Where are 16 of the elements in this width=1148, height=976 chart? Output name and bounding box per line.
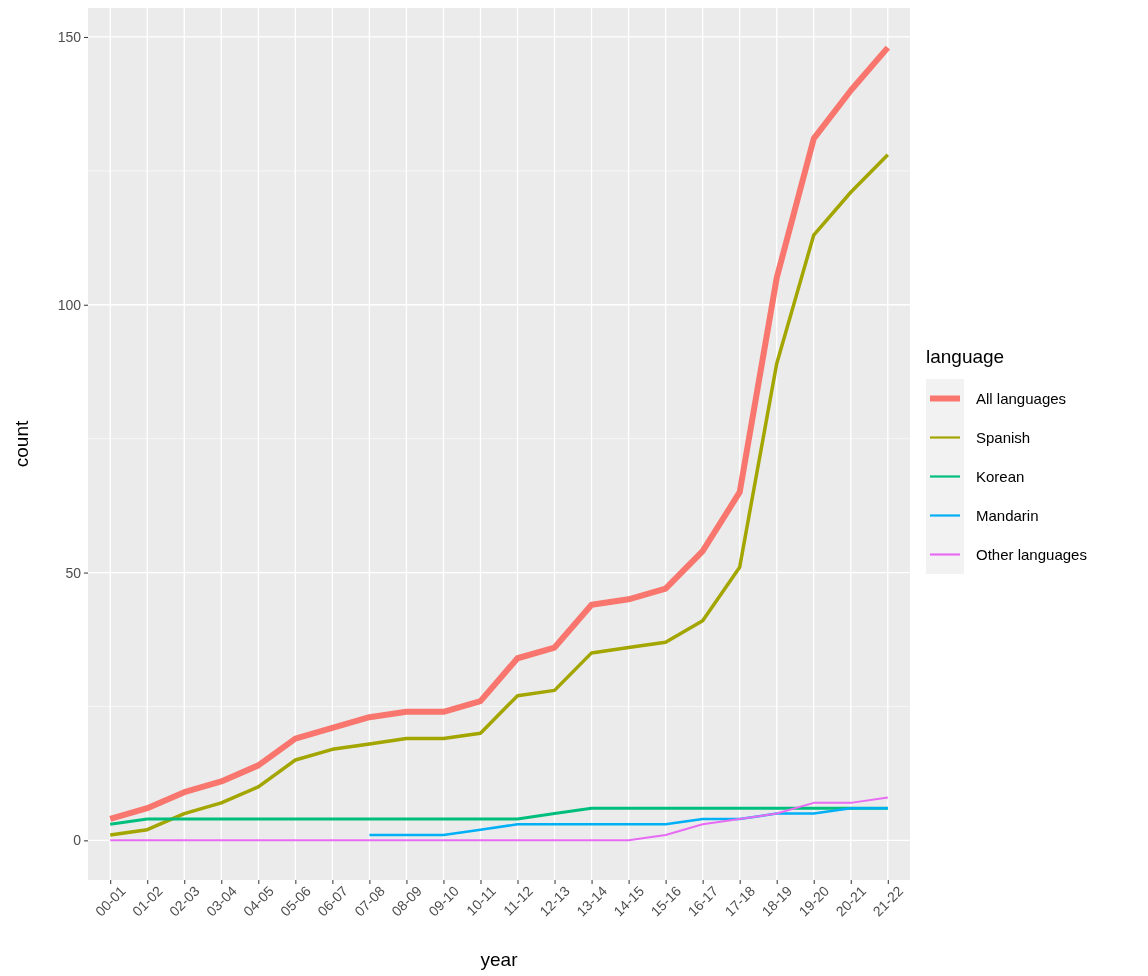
line-series: [368, 806, 890, 837]
x-axis-title: year: [480, 949, 519, 970]
legend-title: language: [926, 346, 1005, 367]
y-tick-label: 0: [73, 832, 82, 849]
legend-label: Korean: [976, 468, 1025, 485]
y-tick-label: 150: [57, 28, 82, 45]
y-tick-label: 50: [65, 564, 82, 581]
line-series: [108, 153, 890, 837]
legend-label: Other languages: [976, 546, 1087, 563]
y-tick-label: 100: [57, 296, 82, 313]
line-series: [108, 806, 890, 826]
legend-label: Spanish: [976, 429, 1031, 446]
y-axis-title: count: [11, 420, 32, 468]
legend-label: Mandarin: [976, 507, 1039, 524]
legend-label: All languages: [976, 390, 1067, 407]
line-series: [109, 796, 889, 842]
